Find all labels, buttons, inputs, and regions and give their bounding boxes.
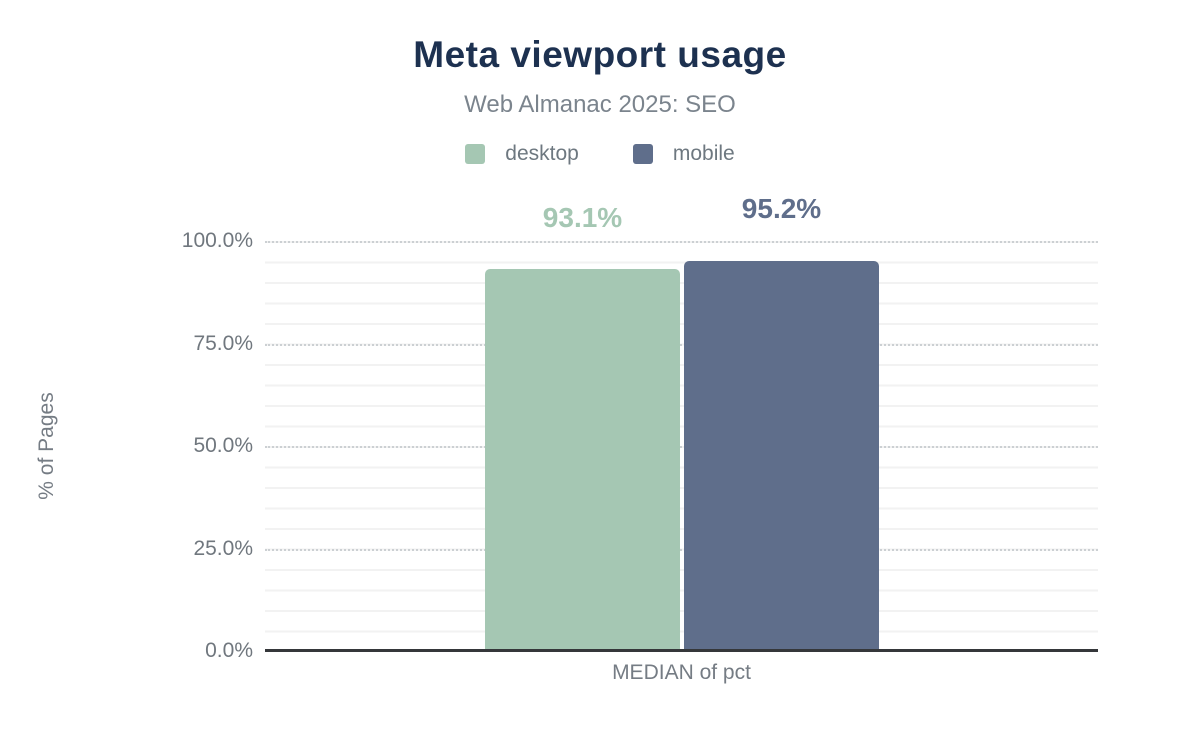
gridline-50 <box>265 446 1098 448</box>
y-tick-25: 25.0% <box>193 536 253 560</box>
legend-label-desktop: desktop <box>505 142 579 165</box>
bar-value-label-desktop: 93.1% <box>542 201 623 233</box>
gridline-25 <box>265 548 1098 551</box>
chart-subtitle: Web Almanac 2025: SEO <box>464 91 736 118</box>
y-tick-50: 50.0% <box>193 434 253 457</box>
plot-area: 93.1% 95.2% <box>265 193 1098 652</box>
mobile-swatch-icon <box>632 144 653 164</box>
x-axis-line <box>265 649 1098 652</box>
gridline-100 <box>265 241 1098 243</box>
chart-title: Meta viewport usage <box>413 34 787 75</box>
y-tick-0: 0.0% <box>205 639 253 662</box>
desktop-swatch-icon <box>465 144 486 164</box>
bar-group-mobile: 95.2% <box>684 193 879 651</box>
bar-group-desktop: 93.1% <box>485 202 680 651</box>
y-axis-ticks: 100.0% 75.0% 50.0% 25.0% 0.0% <box>0 0 253 742</box>
legend-item-mobile: mobile <box>632 142 735 166</box>
legend-label-mobile: mobile <box>672 142 735 165</box>
legend-item-desktop: desktop <box>465 142 579 166</box>
gridline-75 <box>265 343 1098 346</box>
x-axis-label: MEDIAN of pct <box>612 661 751 684</box>
y-tick-75: 75.0% <box>193 331 253 355</box>
legend: desktop mobile <box>0 142 1200 166</box>
bar-value-label-mobile: 95.2% <box>741 192 822 224</box>
bar-mobile <box>684 260 879 651</box>
bar-desktop <box>485 269 680 651</box>
y-tick-100: 100.0% <box>181 229 253 252</box>
